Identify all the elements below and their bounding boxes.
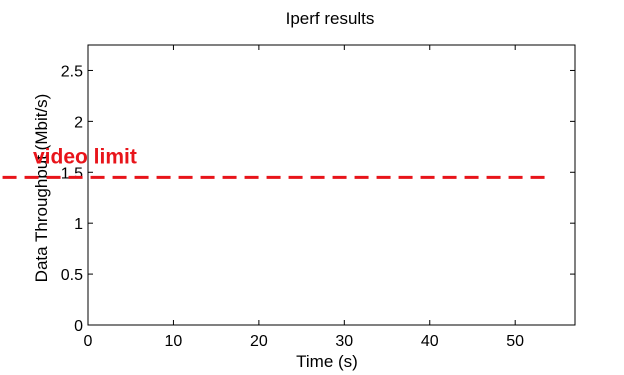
annotations: video limit (2, 145, 546, 179)
x-tick-label: 30 (335, 333, 353, 350)
plot-frame (87, 44, 576, 326)
y-tick-label: 2 (74, 114, 83, 131)
x-tick-label: 10 (165, 333, 183, 350)
x-tick-label: 40 (421, 333, 439, 350)
axes (87, 44, 576, 326)
x-axis-label: Time (s) (296, 352, 358, 371)
y-axis-label: Data Throughput (Mbit/s) (32, 94, 51, 283)
y-tick-label: 0.5 (61, 267, 83, 284)
y-tick-label: 2.5 (61, 63, 83, 80)
y-tick-label: 1 (74, 216, 83, 233)
x-tick-label: 0 (84, 333, 93, 350)
y-tick-label: 0 (74, 318, 83, 335)
video-limit-label: video limit (33, 145, 137, 168)
chart-title: Iperf results (286, 9, 375, 28)
x-tick-label: 50 (506, 333, 524, 350)
x-tick-label: 20 (250, 333, 268, 350)
